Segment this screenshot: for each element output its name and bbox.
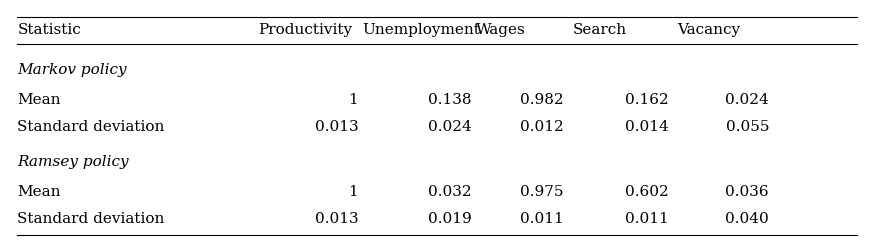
Text: Search: Search [572,23,627,37]
Text: Wages: Wages [476,23,526,37]
Text: 0.040: 0.040 [725,212,769,226]
Text: 0.013: 0.013 [315,212,358,226]
Text: 0.602: 0.602 [625,185,669,199]
Text: 0.014: 0.014 [625,120,669,134]
Text: 0.055: 0.055 [725,120,769,134]
Text: 0.975: 0.975 [520,185,564,199]
Text: 0.032: 0.032 [428,185,472,199]
Text: 0.024: 0.024 [725,93,769,107]
Text: 0.013: 0.013 [315,120,358,134]
Text: Ramsey policy: Ramsey policy [17,155,129,169]
Text: 1: 1 [349,185,358,199]
Text: 0.982: 0.982 [520,93,564,107]
Text: 0.162: 0.162 [625,93,669,107]
Text: Statistic: Statistic [17,23,81,37]
Text: 0.011: 0.011 [520,212,564,226]
Text: Vacancy: Vacancy [677,23,740,37]
Text: Standard deviation: Standard deviation [17,212,165,226]
Text: 0.019: 0.019 [428,212,472,226]
Text: Unemployment: Unemployment [363,23,481,37]
Text: Mean: Mean [17,185,61,199]
Text: 0.036: 0.036 [725,185,769,199]
Text: 0.024: 0.024 [428,120,472,134]
Text: Markov policy: Markov policy [17,63,127,77]
Text: Productivity: Productivity [258,23,352,37]
Text: Mean: Mean [17,93,61,107]
Text: 1: 1 [349,93,358,107]
Text: 0.138: 0.138 [428,93,472,107]
Text: Standard deviation: Standard deviation [17,120,165,134]
Text: 0.011: 0.011 [625,212,669,226]
Text: 0.012: 0.012 [520,120,564,134]
